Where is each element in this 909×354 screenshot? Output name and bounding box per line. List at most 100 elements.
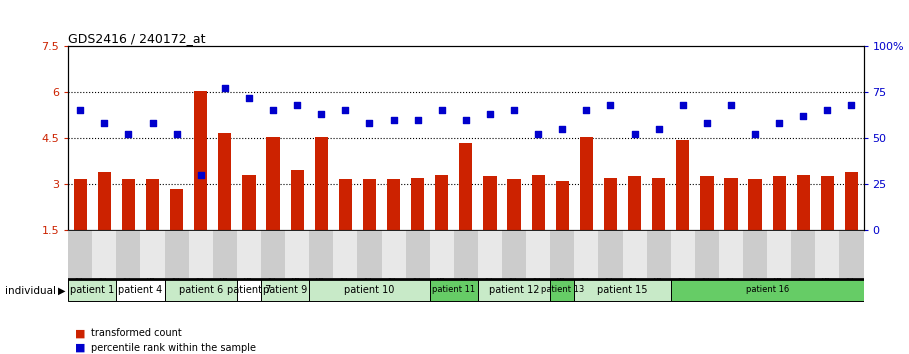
Point	[410, 117, 425, 122]
Text: GDS2416 / 240172_at: GDS2416 / 240172_at	[68, 32, 205, 45]
Text: patient 4: patient 4	[118, 285, 163, 295]
Text: patient 7: patient 7	[226, 285, 271, 295]
Bar	[773, 176, 785, 230]
Point	[796, 113, 811, 119]
Point	[314, 111, 328, 117]
Bar	[116, 230, 141, 278]
Bar	[195, 91, 207, 230]
Text: patient 10: patient 10	[345, 285, 395, 295]
Bar	[170, 189, 184, 230]
Bar	[285, 230, 309, 278]
Text: patient 15: patient 15	[597, 285, 648, 295]
Bar	[357, 230, 382, 278]
Bar	[671, 230, 694, 278]
Text: patient 12: patient 12	[489, 285, 539, 295]
Point	[531, 132, 545, 137]
Text: patient 9: patient 9	[263, 285, 307, 295]
Bar	[671, 279, 864, 302]
Point	[627, 132, 642, 137]
Point	[290, 102, 305, 108]
Bar	[604, 178, 617, 230]
Bar	[237, 230, 261, 278]
Bar	[459, 143, 473, 230]
Bar	[532, 175, 544, 230]
Bar	[430, 230, 454, 278]
Bar	[724, 178, 737, 230]
Bar	[309, 279, 430, 302]
Bar	[580, 137, 593, 230]
Bar	[478, 230, 502, 278]
Point	[217, 86, 232, 91]
Bar	[555, 181, 569, 230]
Bar	[454, 230, 478, 278]
Bar	[646, 230, 671, 278]
Bar	[261, 230, 285, 278]
Bar	[315, 137, 328, 230]
Point	[169, 132, 184, 137]
Bar	[165, 279, 237, 302]
Bar	[484, 176, 496, 230]
Point	[507, 108, 522, 113]
Bar	[676, 139, 689, 230]
Bar	[411, 178, 425, 230]
Bar	[550, 279, 574, 302]
Point	[700, 120, 714, 126]
Bar	[815, 230, 839, 278]
Point	[652, 126, 666, 132]
Bar	[791, 230, 815, 278]
Bar	[146, 179, 159, 230]
Bar	[266, 137, 280, 230]
Bar	[141, 230, 165, 278]
Text: individual: individual	[5, 286, 55, 296]
Point	[748, 132, 763, 137]
Point	[435, 108, 449, 113]
Bar	[363, 179, 376, 230]
Point	[820, 108, 834, 113]
Bar	[700, 176, 714, 230]
Point	[844, 102, 859, 108]
Point	[194, 172, 208, 178]
Text: patient 6: patient 6	[178, 285, 223, 295]
Text: patient 1: patient 1	[70, 285, 115, 295]
Bar	[430, 279, 478, 302]
Bar	[839, 230, 864, 278]
Bar	[550, 230, 574, 278]
Bar	[122, 179, 135, 230]
Bar	[502, 230, 526, 278]
Text: patient 11: patient 11	[433, 285, 475, 294]
Bar	[743, 230, 767, 278]
Bar	[435, 175, 448, 230]
Point	[579, 108, 594, 113]
Bar	[767, 230, 791, 278]
Bar	[309, 230, 334, 278]
Bar	[68, 230, 93, 278]
Bar	[165, 230, 189, 278]
Bar	[652, 178, 665, 230]
Point	[145, 120, 160, 126]
Bar	[213, 230, 237, 278]
Bar	[405, 230, 430, 278]
Bar	[526, 230, 550, 278]
Bar	[796, 175, 810, 230]
Bar	[574, 279, 671, 302]
Point	[555, 126, 570, 132]
Bar	[218, 133, 232, 230]
Point	[604, 102, 618, 108]
Bar	[694, 230, 719, 278]
Point	[73, 108, 87, 113]
Bar	[598, 230, 623, 278]
Bar	[261, 279, 309, 302]
Point	[121, 132, 135, 137]
Point	[265, 108, 280, 113]
Bar	[574, 230, 598, 278]
Bar	[339, 179, 352, 230]
Text: percentile rank within the sample: percentile rank within the sample	[91, 343, 256, 353]
Point	[772, 120, 786, 126]
Point	[386, 117, 401, 122]
Bar	[189, 230, 213, 278]
Bar	[382, 230, 405, 278]
Text: patient 13: patient 13	[541, 285, 584, 294]
Bar	[74, 179, 87, 230]
Bar	[719, 230, 743, 278]
Point	[458, 117, 473, 122]
